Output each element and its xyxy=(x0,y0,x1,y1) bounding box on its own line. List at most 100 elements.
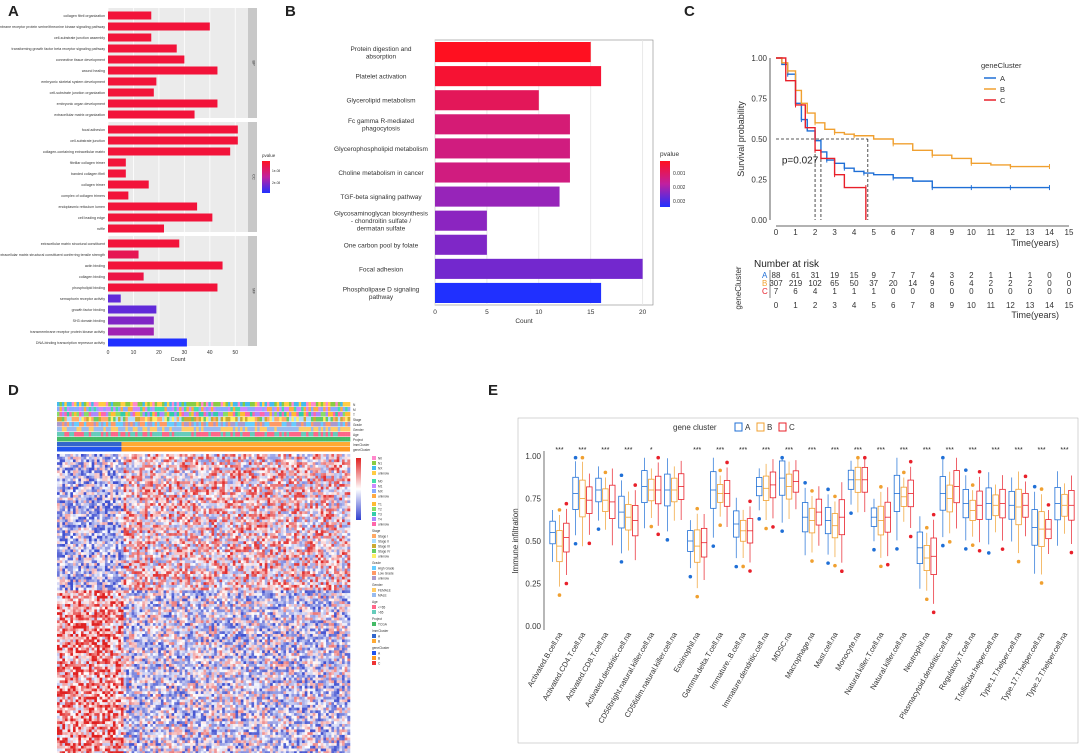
heatmap-cell xyxy=(248,519,252,523)
heatmap-cell xyxy=(230,511,234,515)
track-cell xyxy=(108,422,112,427)
heatmap-cell xyxy=(192,530,196,534)
track-cell xyxy=(157,437,160,442)
heatmap-cell xyxy=(267,494,271,498)
heatmap-cell xyxy=(272,484,276,487)
heatmap-cell xyxy=(144,462,148,466)
heatmap-cell xyxy=(107,462,111,466)
track-cell xyxy=(298,407,302,412)
heatmap-cell xyxy=(326,467,329,471)
bar xyxy=(435,42,591,63)
y-tick-label: 0.75 xyxy=(751,95,767,104)
heatmap-cell xyxy=(272,533,276,537)
heatmap-cell xyxy=(232,484,236,487)
heatmap-cell xyxy=(227,530,231,534)
heatmap-cell xyxy=(278,475,281,479)
risk-value: 50 xyxy=(850,279,859,288)
heatmap-cell xyxy=(299,454,303,457)
heatmap-cell xyxy=(102,486,106,490)
track-cell xyxy=(223,437,226,442)
heatmap-cell xyxy=(248,484,252,487)
heatmap-cell xyxy=(107,481,111,485)
heatmap-cell xyxy=(144,535,148,539)
heatmap-cell xyxy=(78,492,82,496)
heatmap-cell xyxy=(120,500,124,504)
heatmap-cell xyxy=(168,478,172,482)
heatmap-cell xyxy=(168,538,172,542)
heatmap-cell xyxy=(144,541,148,545)
heatmap-cell xyxy=(286,524,289,528)
heatmap-cell xyxy=(206,508,210,512)
heatmap-cell xyxy=(182,505,186,509)
heatmap-cell xyxy=(176,475,180,479)
heatmap-cell xyxy=(251,467,255,471)
heatmap-cell xyxy=(331,530,335,534)
heatmap-cell xyxy=(152,494,156,498)
heatmap-cell xyxy=(102,481,106,485)
heatmap-cell xyxy=(57,503,60,507)
heatmap-cell xyxy=(83,489,87,493)
heatmap-cell xyxy=(83,475,87,479)
heatmap-cell xyxy=(126,533,130,537)
heatmap-cell xyxy=(299,481,303,485)
track-cell xyxy=(98,402,102,407)
track-cell xyxy=(161,427,165,432)
heatmap-cell xyxy=(216,541,220,545)
track-cell xyxy=(245,412,248,417)
heatmap-cell xyxy=(286,541,289,545)
heatmap-cell xyxy=(312,503,316,507)
heatmap-cell xyxy=(291,462,295,466)
track-cell xyxy=(235,402,238,407)
track-cell xyxy=(291,437,295,442)
heatmap-cell xyxy=(312,500,316,504)
heatmap-cell xyxy=(126,511,130,515)
heatmap-cell xyxy=(160,470,164,474)
heatmap-cell xyxy=(235,467,239,471)
heatmap-cell xyxy=(320,505,324,509)
heatmap-cell xyxy=(160,516,164,520)
track-cell xyxy=(196,432,199,437)
track-cell xyxy=(325,422,329,427)
track-cell xyxy=(169,407,173,412)
heatmap-cell xyxy=(291,530,295,534)
track-cell xyxy=(201,422,204,427)
heatmap-cell xyxy=(310,503,313,507)
heatmap-cell xyxy=(224,505,228,509)
heatmap-cell xyxy=(115,505,119,509)
heatmap-cell xyxy=(286,544,289,547)
heatmap-cell xyxy=(168,524,172,528)
track-cell xyxy=(266,402,270,407)
heatmap-cell xyxy=(302,514,305,517)
heatmap-cell xyxy=(57,516,60,520)
heatmap-cell xyxy=(288,470,292,474)
heatmap-cell xyxy=(246,464,250,468)
heatmap-cell xyxy=(139,467,143,471)
track-cell xyxy=(93,432,97,437)
heatmap-cell xyxy=(243,544,247,547)
heatmap-cell xyxy=(166,497,170,501)
heatmap-cell xyxy=(80,489,84,493)
heatmap-cell xyxy=(331,481,335,485)
track-cell xyxy=(164,417,168,422)
heatmap-cell xyxy=(312,470,316,474)
heatmap-cell xyxy=(240,538,244,542)
heatmap-cell xyxy=(224,486,228,490)
heatmap-cell xyxy=(326,486,329,490)
heatmap-cell xyxy=(310,527,313,531)
heatmap-cell xyxy=(256,497,260,501)
heatmap-cell xyxy=(296,524,300,528)
track-cell xyxy=(291,407,295,412)
heatmap-cell xyxy=(64,541,68,545)
heatmap-cell xyxy=(256,475,260,479)
heatmap-cell xyxy=(270,516,274,520)
heatmap-cell xyxy=(294,459,297,463)
heatmap-cell xyxy=(115,454,119,457)
heatmap-cell xyxy=(238,481,242,485)
heatmap-cell xyxy=(64,514,68,517)
heatmap-cell xyxy=(163,524,167,528)
heatmap-cell xyxy=(347,535,351,539)
heatmap-cell xyxy=(294,486,297,490)
track-cell xyxy=(147,412,151,417)
heatmap-cell xyxy=(344,508,348,512)
risk-value: 2 xyxy=(989,279,994,288)
